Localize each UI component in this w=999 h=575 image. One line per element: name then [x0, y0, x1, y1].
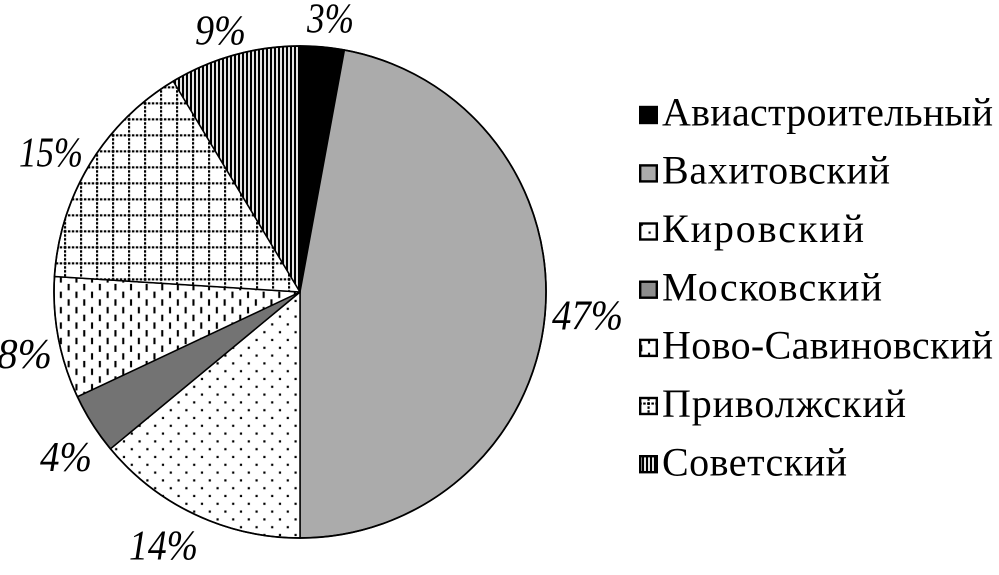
svg-text:3%: 3%	[306, 0, 354, 43]
svg-text:Кировский: Кировский	[662, 206, 864, 251]
svg-text:47%: 47%	[552, 294, 623, 340]
svg-text:Авиастроительный: Авиастроительный	[662, 89, 993, 134]
svg-text:Московский: Московский	[662, 264, 882, 309]
svg-text:4%: 4%	[40, 435, 92, 481]
svg-text:15%: 15%	[19, 131, 83, 177]
svg-text:8%: 8%	[0, 332, 52, 378]
svg-text:Приволжский: Приволжский	[662, 381, 906, 426]
svg-text:Вахитовский: Вахитовский	[662, 148, 890, 193]
svg-text:Ново-Савиновский: Ново-Савиновский	[662, 323, 993, 368]
svg-text:9%: 9%	[195, 9, 246, 55]
svg-text:Советский: Советский	[662, 439, 847, 484]
svg-text:14%: 14%	[129, 524, 198, 570]
